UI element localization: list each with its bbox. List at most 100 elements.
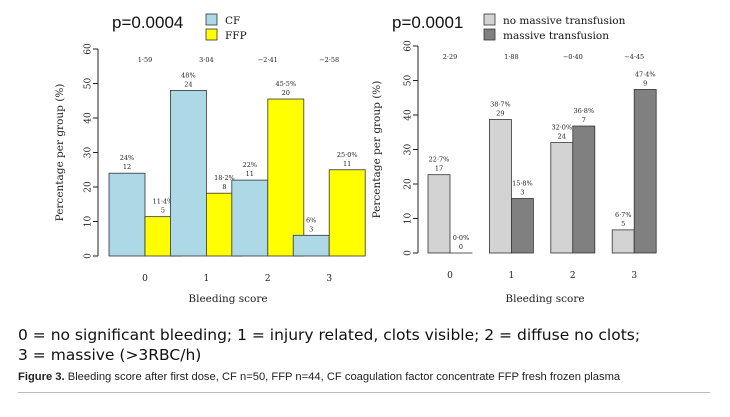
bar-pct-label: 47·4% (635, 70, 656, 78)
residual-annotation: −0·40 (563, 53, 583, 61)
bar-pct-label: 24% (120, 154, 134, 162)
bar-count-label: 11 (343, 160, 351, 168)
bar (510, 198, 534, 254)
bar-pct-label: 45·5% (275, 80, 296, 88)
bar-count-label: 9 (643, 79, 647, 87)
bar (572, 125, 596, 254)
chart-legend: no massive transfusion massive transfusio… (483, 13, 626, 42)
bar (328, 169, 366, 257)
y-tick-label: 60 (84, 43, 94, 55)
bar (108, 172, 146, 257)
residual-annotation: −2·58 (319, 56, 339, 64)
chart-legend: CF FFP (205, 13, 247, 42)
bar-count-label: 17 (435, 165, 443, 173)
caption-divider (18, 392, 710, 393)
y-tick-label: 30 (404, 144, 414, 156)
legend-label: CF (225, 15, 240, 27)
legend-swatch (483, 13, 496, 26)
y-tick-label: 50 (84, 78, 94, 90)
bar-pct-label: 6% (306, 216, 316, 224)
residual-annotation: 1·59 (138, 56, 152, 64)
x-category-label: 0 (142, 274, 148, 284)
x-category-label: 3 (326, 274, 332, 284)
bar (292, 234, 330, 257)
y-tick-label: 20 (404, 178, 414, 190)
bar (550, 142, 574, 254)
y-tick-label: 10 (404, 213, 414, 225)
legend-swatch (483, 28, 496, 41)
bar-count-label: 24 (184, 80, 192, 88)
bar-pct-label: 32·0% (551, 124, 572, 132)
residual-annotation: −4·45 (624, 53, 644, 61)
residual-annotation: 3·04 (199, 56, 213, 64)
x-category-label: 3 (631, 271, 637, 281)
y-tick-label: 40 (84, 112, 94, 124)
residual-annotation: 2·29 (443, 53, 457, 61)
bar (633, 89, 657, 254)
bar-count-label: 3 (309, 225, 313, 233)
bar-count-label: 3 (520, 188, 524, 196)
bar-pct-label: 48% (181, 71, 195, 79)
y-tick-label: 40 (404, 109, 414, 121)
legend-swatch (205, 28, 218, 41)
bar-count-label: 5 (621, 220, 625, 228)
figure-caption-text: Bleeding score after first dose, CF n=50… (64, 371, 621, 383)
x-category-label: 2 (265, 274, 271, 284)
bar (611, 229, 635, 254)
bar (169, 90, 207, 257)
x-axis-label: Bleeding score (505, 293, 584, 305)
residual-annotation: 1·88 (504, 53, 518, 61)
x-axis-label: Bleeding score (188, 293, 267, 305)
figure-caption: Figure 3. Bleeding score after first dos… (18, 371, 718, 383)
bar-count-label: 20 (282, 89, 290, 97)
bleeding-score-legend: 0 = no significant bleeding; 1 = injury … (18, 325, 718, 365)
y-tick-label: 50 (404, 75, 414, 87)
legend-line-1: 0 = no significant bleeding; 1 = injury … (18, 326, 641, 344)
bar-count-label: 24 (558, 133, 566, 141)
bar-count-label: 29 (496, 109, 504, 117)
bar (427, 174, 451, 254)
y-tick-label: 20 (84, 181, 94, 193)
y-axis-label: Percentage per group (%) (371, 81, 383, 219)
bar-pct-label: 22% (243, 161, 257, 169)
bar-pct-label: 25·0% (337, 151, 358, 159)
bar (231, 179, 269, 257)
bar-pct-label: 6·7% (615, 211, 632, 219)
legend-label: massive transfusion (503, 30, 609, 42)
y-tick-label: 0 (404, 250, 414, 256)
y-tick-label: 0 (84, 253, 94, 259)
x-category-label: 1 (204, 274, 210, 284)
y-tick-label: 10 (84, 216, 94, 228)
bar (488, 119, 512, 254)
bar-count-label: 7 (582, 116, 586, 124)
bar-pct-label: 18·2% (214, 174, 235, 182)
bar-count-label: 12 (123, 163, 131, 171)
legend-swatch (205, 13, 218, 26)
bar-count-label: 11 (246, 170, 254, 178)
figure-label: Figure 3. (18, 371, 65, 383)
chart-title: p=0.0004 (112, 13, 183, 32)
x-category-label: 2 (570, 271, 576, 281)
y-tick-label: 30 (84, 147, 94, 159)
bar-pct-label: 38·7% (490, 100, 511, 108)
chart-title: p=0.0001 (392, 13, 463, 32)
x-category-label: 1 (509, 271, 515, 281)
bar-count-label: 8 (222, 183, 226, 191)
bar-pct-label: 36·8% (573, 107, 594, 115)
y-tick-label: 60 (404, 40, 414, 52)
legend-line-2: 3 = massive (>3RBC/h) (18, 346, 202, 364)
x-category-label: 0 (447, 271, 453, 281)
legend-label: no massive transfusion (503, 15, 626, 27)
bar-pct-label: 0·0% (453, 234, 470, 242)
residual-annotation: −2·41 (258, 56, 278, 64)
legend-label: FFP (225, 30, 247, 42)
bar-pct-label: 22·7% (429, 156, 450, 164)
bar-pct-label: 15·8% (512, 179, 533, 187)
bar (267, 98, 305, 257)
bar-pct-label: 11·4% (153, 198, 174, 206)
bar-count-label: 5 (161, 207, 165, 215)
bar-count-label: 0 (459, 243, 463, 251)
